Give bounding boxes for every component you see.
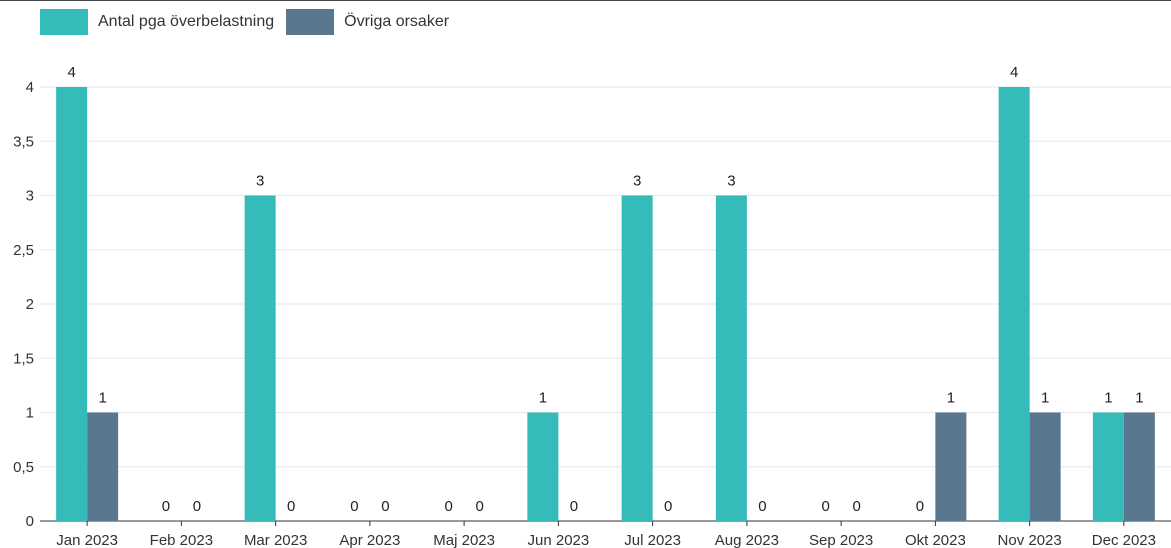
x-tick-label: Jul 2023 (624, 532, 681, 548)
data-label: 0 (570, 498, 578, 515)
data-label: 1 (1135, 390, 1143, 407)
y-tick-label: 0,5 (13, 459, 34, 476)
x-tick-label: Apr 2023 (339, 532, 400, 548)
bar (935, 412, 967, 521)
data-label: 0 (821, 498, 829, 515)
y-tick-label: 1 (26, 405, 34, 422)
data-label: 3 (256, 173, 264, 190)
bar (56, 87, 88, 521)
legend-swatch-overload (40, 9, 88, 35)
y-tick-label: 3 (26, 188, 34, 205)
legend-label-overload: Antal pga överbelastning (98, 13, 275, 30)
bar (527, 412, 559, 521)
x-tick-label: Jun 2023 (528, 532, 590, 548)
data-label: 0 (287, 498, 295, 515)
bar (998, 87, 1030, 521)
y-tick-label: 4 (26, 79, 34, 96)
data-label: 0 (475, 498, 483, 515)
bar (87, 412, 119, 521)
data-label: 1 (98, 390, 106, 407)
x-tick-label: Jan 2023 (56, 532, 118, 548)
x-tick-label: Sep 2023 (809, 532, 873, 548)
x-tick-label: Mar 2023 (244, 532, 307, 548)
data-label: 3 (633, 173, 641, 190)
data-label: 1 (539, 390, 547, 407)
bar (244, 195, 276, 521)
data-label: 0 (162, 498, 170, 515)
x-tick-label: Maj 2023 (433, 532, 495, 548)
data-label: 0 (758, 498, 766, 515)
bar (1123, 412, 1155, 521)
legend-item-other[interactable]: Övriga orsaker (286, 9, 449, 35)
legend-label-other: Övriga orsaker (344, 13, 450, 30)
data-label: 0 (350, 498, 358, 515)
x-tick-label: Aug 2023 (715, 532, 779, 548)
top-border (0, 0, 1171, 1)
y-tick-label: 3,5 (13, 133, 34, 150)
data-label: 0 (852, 498, 860, 515)
x-tick-label: Nov 2023 (998, 532, 1062, 548)
legend-item-overload[interactable]: Antal pga överbelastning (40, 9, 274, 35)
x-tick-label: Dec 2023 (1092, 532, 1156, 548)
x-tick-label: Feb 2023 (150, 532, 213, 548)
data-label: 3 (727, 173, 735, 190)
y-tick-label: 0 (26, 513, 34, 530)
legend-swatch-other (286, 9, 335, 35)
bar (621, 195, 653, 521)
data-label: 1 (1104, 390, 1112, 407)
bar (715, 195, 747, 521)
data-label: 0 (664, 498, 672, 515)
y-tick-label: 1,5 (13, 350, 34, 367)
bar (1092, 412, 1124, 521)
data-label: 0 (193, 498, 201, 515)
data-label: 0 (444, 498, 452, 515)
x-tick-label: Okt 2023 (905, 532, 966, 548)
bar (1029, 412, 1061, 521)
y-tick-label: 2,5 (13, 242, 34, 259)
data-label: 1 (1041, 390, 1049, 407)
data-label: 4 (67, 64, 75, 81)
data-label: 0 (381, 498, 389, 515)
data-label: 4 (1010, 64, 1018, 81)
data-label: 1 (947, 390, 955, 407)
chart-legend: Antal pga överbelastning Övriga orsaker (40, 9, 461, 35)
y-tick-label: 2 (26, 296, 34, 313)
data-label: 0 (916, 498, 924, 515)
